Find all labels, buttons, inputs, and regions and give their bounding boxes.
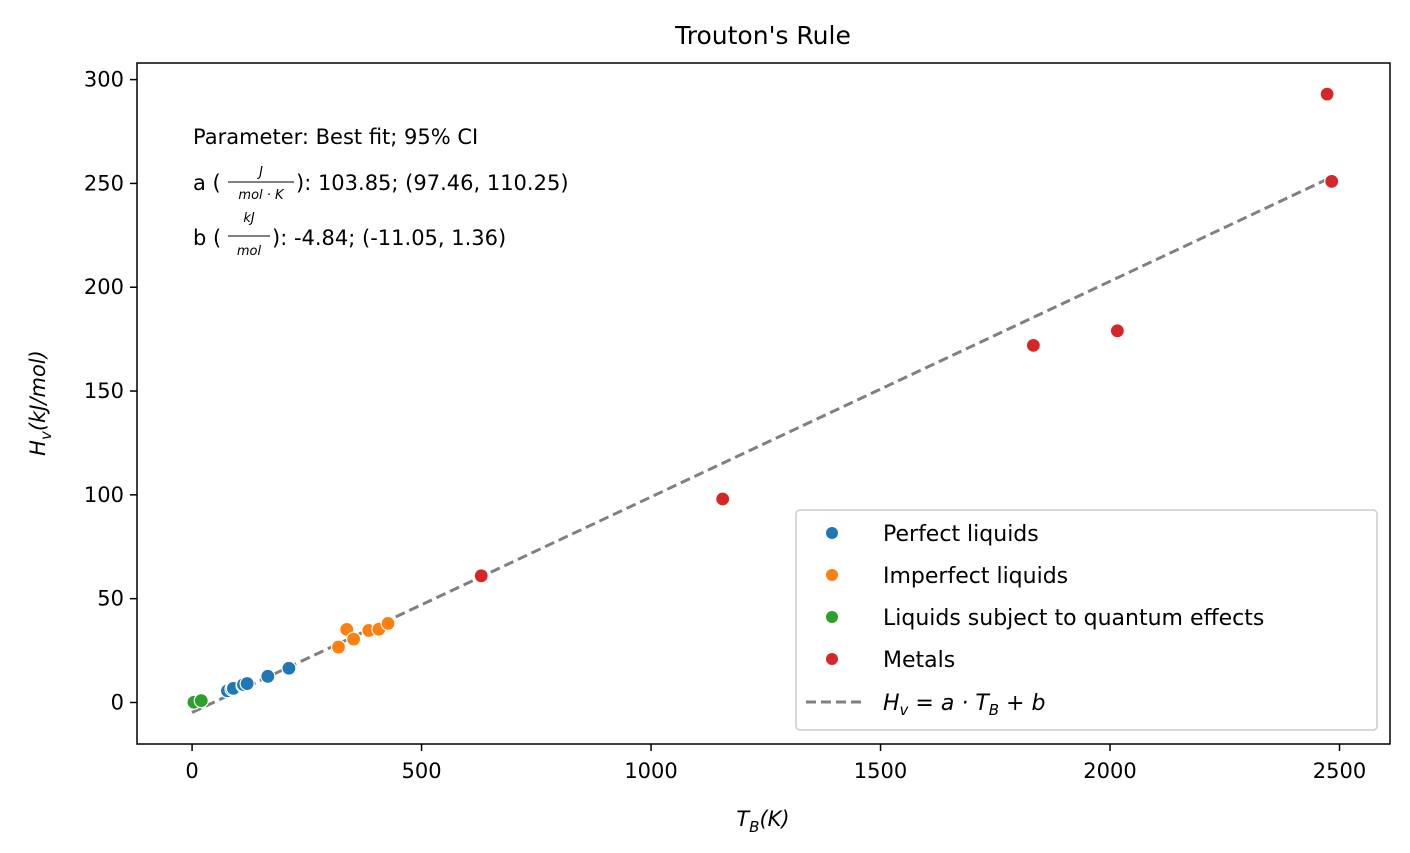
- svg-text:kJ: kJ: [243, 211, 255, 226]
- y-tick-label: 250: [84, 171, 124, 195]
- data-point-series-2: [193, 693, 209, 709]
- x-tick-label: 1000: [624, 759, 677, 783]
- legend-label: Liquids subject to quantum effects: [883, 606, 1264, 631]
- y-tick-label: 50: [97, 587, 124, 611]
- y-tick-label: 150: [84, 379, 124, 403]
- legend-marker: [826, 569, 838, 581]
- x-axis: 0 500 1000 1500 2000 2500: [185, 744, 1366, 783]
- annotation-header: Parameter: Best fit; 95% CI: [193, 125, 478, 149]
- svg-text:mol: mol: [237, 244, 262, 259]
- points-layer: [186, 86, 1340, 710]
- y-tick-label: 0: [111, 690, 124, 714]
- x-tick-label: 0: [185, 759, 198, 783]
- svg-text:): -4.84; (-11.05, 1.36): ): -4.84; (-11.05, 1.36): [272, 226, 506, 250]
- svg-text:mol · K: mol · K: [238, 188, 285, 203]
- legend-label: Hv = a · TB + b: [883, 691, 1045, 719]
- legend-item-metals: Metals: [826, 648, 955, 673]
- data-point-series-0: [260, 668, 276, 684]
- x-tick-label: 1500: [854, 759, 907, 783]
- data-point-series-1: [330, 639, 347, 655]
- data-point-series-3: [1319, 86, 1335, 102]
- legend-marker: [826, 653, 838, 665]
- x-axis-label: TB(K): [736, 807, 789, 836]
- svg-text:b (: b (: [193, 226, 221, 250]
- data-point-series-3: [1109, 323, 1125, 339]
- data-point-series-1: [346, 631, 362, 647]
- plot-area: [136, 62, 1391, 745]
- svg-text:a (: a (: [193, 171, 221, 195]
- legend: Perfect liquids Imperfect liquids Liquid…: [795, 509, 1378, 731]
- annotation-a: a ( J mol · K ): 103.85; (97.46, 110.25): [193, 165, 569, 203]
- legend-marker: [826, 527, 838, 539]
- legend-label: Perfect liquids: [883, 522, 1039, 547]
- y-axis: 0 50 100 150 200 250 300: [84, 68, 137, 714]
- data-point-series-3: [715, 491, 731, 507]
- plot-frame: [136, 62, 1391, 745]
- data-point-series-3: [1025, 337, 1041, 353]
- data-point-series-1: [380, 615, 396, 631]
- legend-item-quantum-liquids: Liquids subject to quantum effects: [826, 606, 1264, 631]
- y-axis-label: Hv(kJ/mol): [26, 350, 55, 456]
- legend-marker: [826, 611, 838, 623]
- data-point-series-3: [1324, 173, 1340, 189]
- y-tick-label: 300: [84, 68, 124, 92]
- data-point-series-0: [239, 675, 255, 692]
- data-point-series-3: [473, 568, 489, 584]
- x-tick-label: 500: [402, 759, 442, 783]
- legend-item-perfect-liquids: Perfect liquids: [826, 522, 1039, 547]
- legend-item-fit-line: Hv = a · TB + b: [806, 691, 1045, 719]
- data-point-series-0: [281, 660, 297, 676]
- annotation-b: b ( kJ mol ): -4.84; (-11.05, 1.36): [193, 211, 506, 259]
- chart-title: Trouton's Rule: [674, 21, 851, 50]
- legend-label: Imperfect liquids: [883, 564, 1068, 589]
- fit-parameters-annotation: Parameter: Best fit; 95% CI a ( J mol · …: [193, 125, 569, 259]
- svg-text:): 103.85; (97.46, 110.25): ): 103.85; (97.46, 110.25): [296, 171, 569, 195]
- svg-text:J: J: [256, 165, 263, 180]
- legend-item-imperfect-liquids: Imperfect liquids: [826, 564, 1068, 589]
- legend-label: Metals: [883, 648, 955, 673]
- x-tick-label: 2500: [1313, 759, 1366, 783]
- y-tick-label: 100: [84, 483, 124, 507]
- x-tick-label: 2000: [1083, 759, 1136, 783]
- y-tick-label: 200: [84, 275, 124, 299]
